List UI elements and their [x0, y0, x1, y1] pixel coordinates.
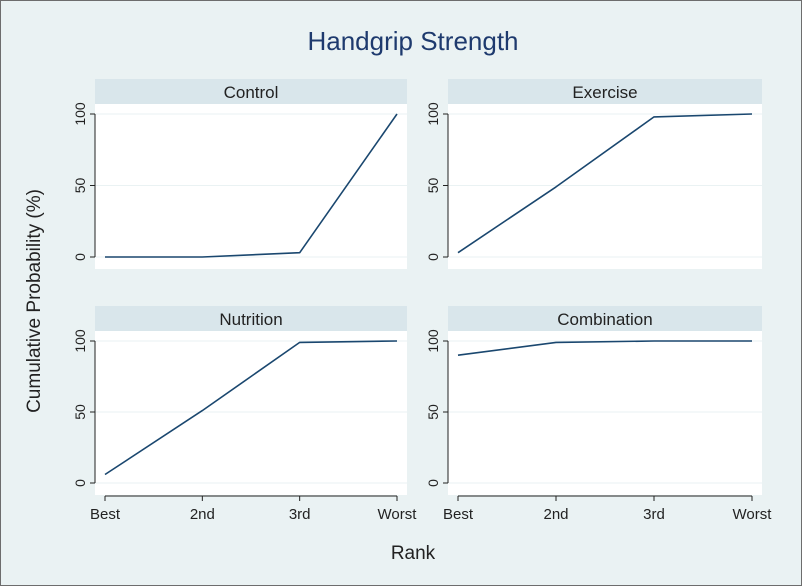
series-line	[104, 340, 398, 476]
plot-area	[95, 104, 407, 269]
x-tick-label: Worst	[733, 506, 773, 523]
x-axis-label: Rank	[391, 543, 436, 564]
y-tick-label: 100	[425, 329, 441, 353]
x-tick-label: Best	[90, 506, 121, 523]
y-tick-label: 100	[425, 102, 441, 126]
panel-title: Exercise	[572, 83, 637, 102]
x-tick-label: Worst	[378, 506, 418, 523]
plot-area	[448, 104, 762, 269]
panel-title: Control	[224, 83, 279, 102]
panel-header	[448, 306, 762, 331]
panel-header	[95, 79, 407, 104]
x-tick-label: Best	[443, 506, 474, 523]
y-tick-label: 50	[425, 404, 441, 420]
x-tick-label: 3rd	[643, 506, 665, 523]
chart-title: Handgrip Strength	[307, 26, 518, 56]
y-tick-label: 100	[72, 329, 88, 353]
y-tick-label: 50	[425, 178, 441, 194]
series-line	[457, 340, 752, 356]
y-tick-label: 50	[72, 404, 88, 420]
x-tick-label: 2nd	[190, 506, 215, 523]
y-tick-label: 0	[72, 253, 88, 261]
panel-title: Nutrition	[219, 310, 282, 329]
panel-title: Combination	[557, 310, 652, 329]
y-tick-label: 50	[72, 178, 88, 194]
panel-grid: Control 0 50 100 Exercise 0 50 100 Nutrition 0 50 1…	[72, 79, 772, 523]
y-tick-label: 0	[425, 479, 441, 487]
series-line	[457, 113, 753, 254]
y-axis-label: Cumulative Probability (%)	[24, 189, 45, 413]
panel-combination: Combination 0 50 100 Best 2nd 3rd Worst	[425, 306, 772, 523]
plot-area	[95, 331, 407, 495]
x-tick-label: 2nd	[543, 506, 568, 523]
panel-header	[95, 306, 407, 331]
y-tick-label: 0	[72, 479, 88, 487]
series-line	[105, 113, 398, 258]
y-tick-label: 0	[425, 253, 441, 261]
x-tick-label: 3rd	[289, 506, 311, 523]
panel-header	[448, 79, 762, 104]
y-tick-label: 100	[72, 102, 88, 126]
panel-control: Control 0 50 100	[72, 79, 407, 269]
plot-area	[448, 331, 762, 495]
panel-nutrition: Nutrition 0 50 100 Best 2nd 3rd Worst	[72, 306, 417, 523]
panel-exercise: Exercise 0 50 100	[425, 79, 762, 269]
